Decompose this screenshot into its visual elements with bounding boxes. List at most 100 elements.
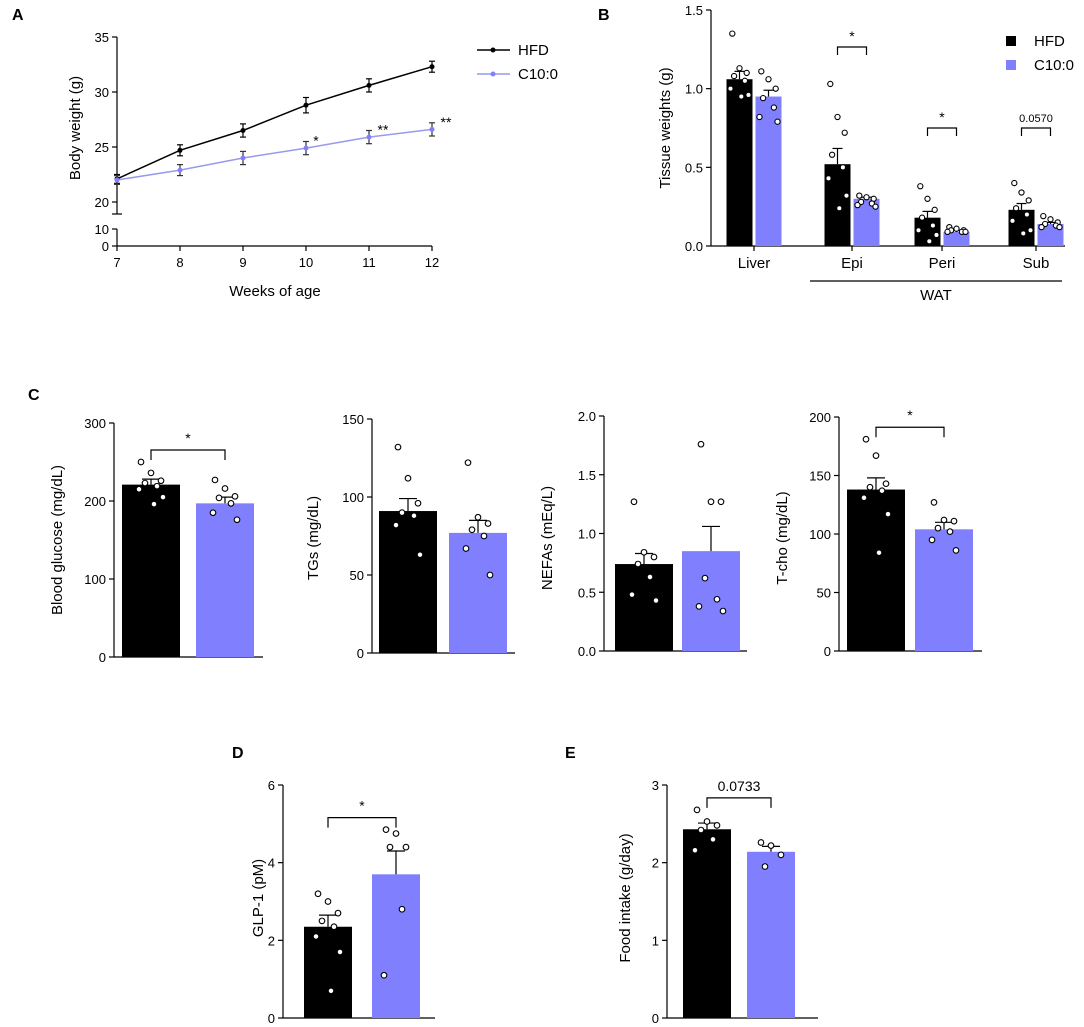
data-point (141, 479, 149, 487)
panel-c1-y-tick-label: 0 (99, 650, 106, 665)
data-point (402, 843, 410, 851)
panel-label-d: D (232, 745, 244, 762)
data-point (209, 509, 217, 517)
data-point (953, 225, 960, 232)
data-point (934, 524, 942, 532)
data-point (1027, 227, 1034, 234)
panel-c1-y-tick-label: 200 (84, 494, 106, 509)
data-point (1020, 230, 1027, 237)
data-point (719, 607, 727, 615)
data-point (929, 222, 937, 229)
c10-bar (1037, 223, 1064, 246)
panel-a-x-tick-label: 9 (239, 255, 246, 270)
data-point (330, 923, 338, 931)
data-point (863, 194, 870, 201)
hfd-point (303, 102, 309, 108)
hfd-series-line (116, 65, 433, 180)
data-point (410, 512, 418, 520)
hfd-bar (683, 829, 731, 1018)
data-point (464, 459, 472, 467)
data-point (854, 201, 861, 209)
significance-marker: ** (378, 122, 389, 138)
data-point (825, 175, 832, 182)
data-point (486, 571, 494, 579)
significance-label: 0.0733 (718, 778, 761, 794)
data-point (150, 500, 158, 508)
data-point (691, 846, 699, 854)
significance-label: * (939, 109, 945, 125)
panel-d-y-tick-label: 6 (268, 778, 275, 793)
data-point (1012, 205, 1020, 212)
data-point (827, 80, 834, 88)
panel-b-category-label: Sub (1023, 255, 1050, 272)
panel-a-x-tick-label: 8 (176, 255, 183, 270)
panel-a-y-tick-label: 35 (95, 30, 109, 45)
data-point (926, 238, 933, 245)
panel-a-y-tick-label: 20 (95, 195, 109, 210)
significance-label: 0.0570 (1019, 113, 1053, 125)
legend-b-c10-label: C10:0 (1034, 57, 1074, 74)
data-point (774, 118, 781, 125)
c10-bar (449, 532, 507, 653)
significance-label: * (849, 28, 855, 44)
data-point (860, 494, 868, 502)
data-point (414, 499, 422, 507)
data-point (392, 521, 400, 529)
data-point (834, 113, 841, 121)
panel-c4-ylabel: T-cho (mg/dL) (774, 491, 791, 584)
hfd-bar (726, 79, 753, 246)
data-point (480, 532, 488, 540)
panel-b-ylabel: Tissue weights (g) (657, 67, 674, 188)
legend-hfd-marker (490, 47, 496, 53)
data-point (1038, 223, 1045, 231)
data-point (841, 129, 848, 136)
panel-c4-y-tick-label: 0 (824, 644, 831, 659)
data-point (327, 987, 335, 995)
data-point (314, 890, 322, 898)
data-point (697, 440, 705, 448)
panel-a-xlabel: Weeks of age (229, 283, 320, 300)
data-point (772, 85, 779, 92)
data-point (713, 595, 721, 603)
panel-c3-y-tick-label: 0.0 (578, 644, 596, 659)
hfd-point (429, 64, 435, 70)
data-point (843, 192, 850, 199)
data-point (882, 480, 890, 488)
panel-d-y-tick-label: 4 (268, 856, 275, 871)
panel-c1-y-tick-label: 100 (84, 572, 106, 587)
data-point (915, 227, 922, 234)
panel-d-y-tick-label: 2 (268, 933, 275, 948)
data-point (318, 917, 326, 925)
significance-label: * (907, 407, 913, 423)
data-point (709, 836, 717, 843)
data-point (872, 452, 880, 459)
panel-c4-y-tick-label: 150 (809, 469, 831, 484)
panel-e-y-tick-label: 1 (652, 933, 659, 948)
legend-b-hfd-label: HFD (1034, 33, 1065, 50)
c10-bar (915, 529, 973, 651)
data-point (862, 435, 870, 443)
data-point (646, 573, 654, 581)
panel-d-ylabel: GLP-1 (pM) (250, 859, 267, 937)
data-point (759, 94, 767, 102)
panel-e-y-tick-label: 3 (652, 778, 659, 793)
significance-bracket (836, 46, 868, 55)
data-point (741, 77, 749, 84)
panel-b-y-tick-label: 1.5 (685, 3, 703, 18)
c10-point (114, 177, 120, 183)
data-point (875, 549, 883, 557)
significance-label: * (185, 430, 191, 446)
data-point (630, 498, 638, 506)
panel-a-y-tick-label: 0 (102, 239, 109, 254)
c10-point (366, 134, 372, 140)
panel-b-y-tick-label: 0.5 (685, 160, 703, 175)
panel-c1-y-tick-label: 300 (84, 416, 106, 431)
c10-point (429, 126, 435, 132)
data-point (856, 192, 863, 199)
panel-e-y-tick-label: 2 (652, 856, 659, 871)
panel-c4-y-tick-label: 100 (809, 527, 831, 542)
data-point (1018, 189, 1025, 196)
data-point (703, 818, 711, 825)
significance-bracket (1020, 127, 1052, 136)
